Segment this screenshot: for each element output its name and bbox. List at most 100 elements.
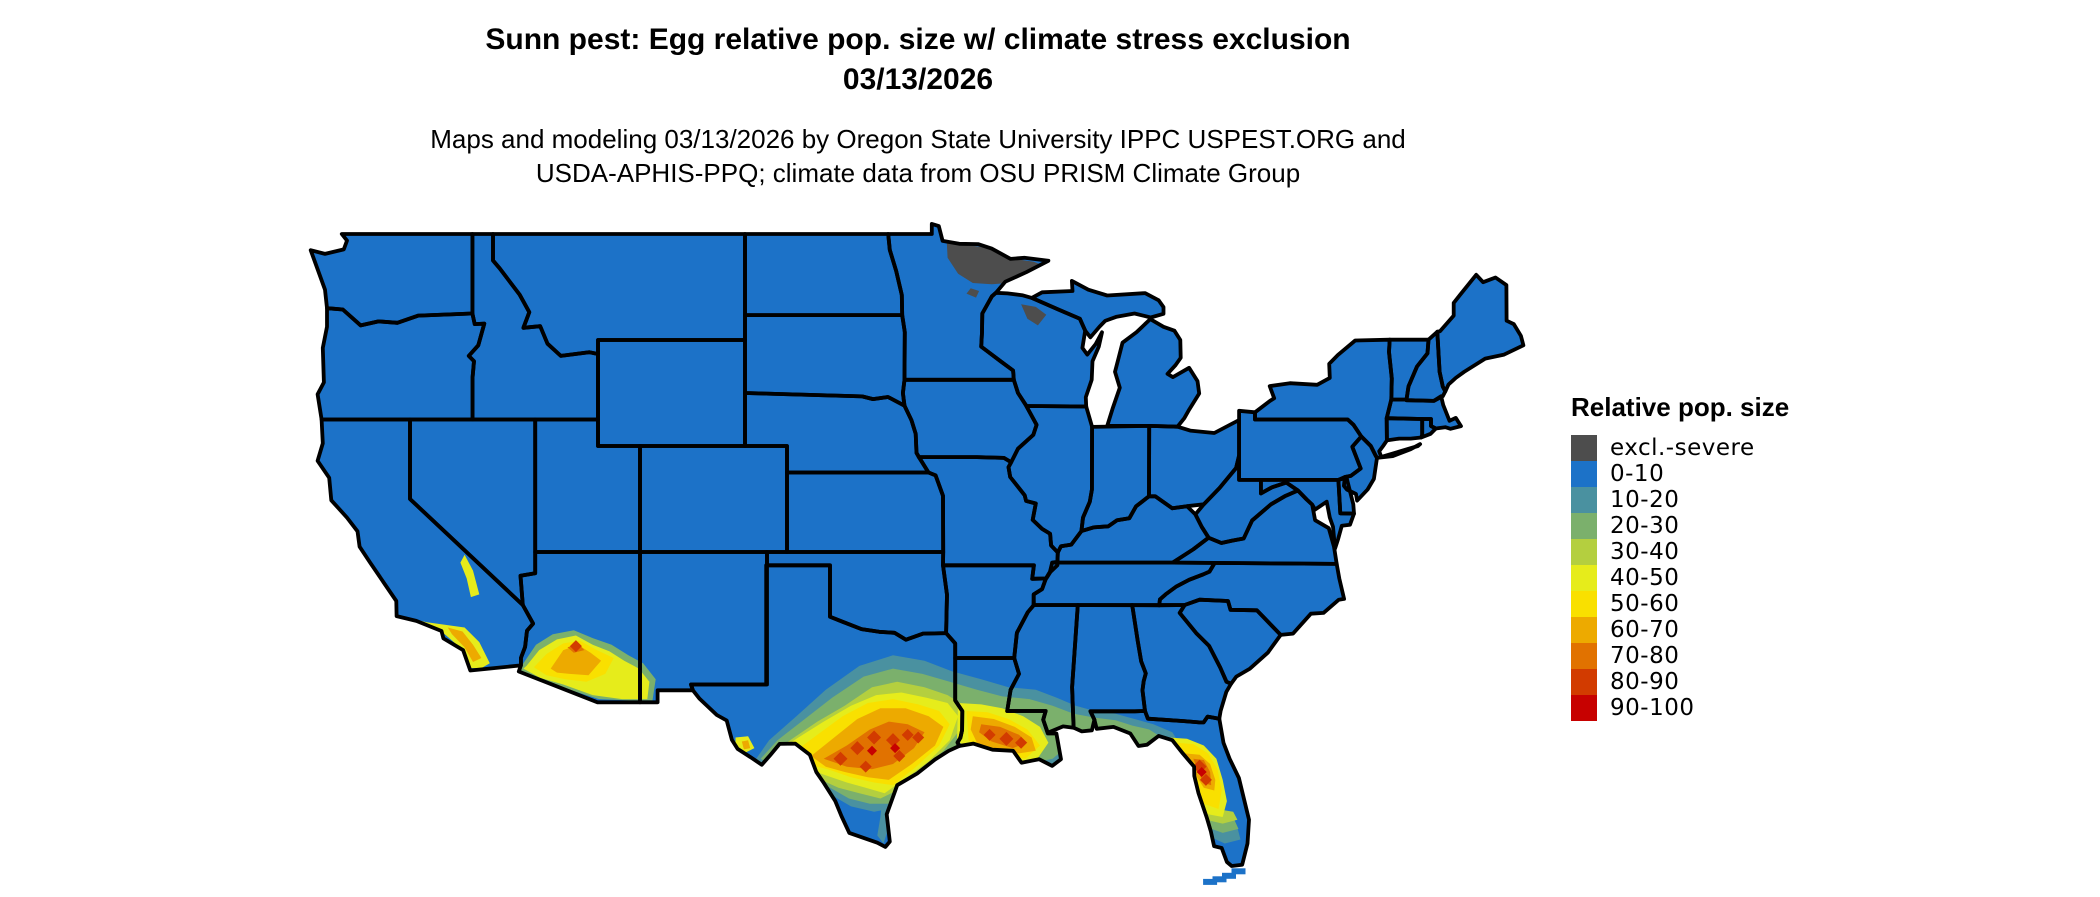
state-fill-ny [1255, 339, 1421, 458]
florida-keys [1203, 878, 1218, 885]
legend-row-80-90: 80-90 [1571, 669, 1789, 695]
legend-row-50-60: 50-60 [1571, 591, 1789, 617]
state-fill-ct [1386, 418, 1423, 441]
map-legend: Relative pop. size excl.-severe 0-10 10-20… [1571, 392, 1789, 721]
state-borders [308, 222, 1526, 868]
legend-row-40-50: 40-50 [1571, 565, 1789, 591]
state-fill-sd [745, 315, 905, 406]
state-fill-mo [918, 457, 1058, 579]
legend-label: 0-10 [1610, 461, 1665, 487]
state-fill-wi [981, 292, 1102, 407]
state-fill-or [317, 308, 485, 420]
state-fill-ne [745, 393, 929, 473]
legend-label: 50-60 [1610, 591, 1680, 617]
region-socal-orange [447, 627, 482, 662]
legend-label: 90-100 [1610, 695, 1695, 721]
legend-row-20-30: 20-30 [1571, 513, 1789, 539]
state-fill-il [1008, 406, 1093, 553]
hot-spot [859, 760, 872, 773]
figure-header: Sunn pest: Egg relative pop. size w/ cli… [0, 20, 1836, 190]
region-wisconsin-excl [1021, 304, 1047, 326]
hot-spot [1015, 736, 1028, 749]
state-fill-ga [1132, 605, 1232, 723]
hot-spot [850, 741, 865, 756]
region-minnesota-excl [946, 236, 1045, 285]
state-fill-ok [767, 552, 947, 640]
legend-swatch-10-20 [1571, 487, 1597, 513]
state-fill-nd [745, 234, 903, 316]
state-fill-in [1081, 425, 1150, 532]
state-fill-fl [1090, 711, 1249, 866]
legend-row-0-10: 0-10 [1571, 461, 1789, 487]
legend-label: 70-80 [1610, 643, 1680, 669]
figure-subtitle: Maps and modeling 03/13/2026 by Oregon S… [0, 122, 1836, 190]
legend-label: 40-50 [1610, 565, 1680, 591]
state-fill-ri [1421, 419, 1436, 438]
legend-label: 60-70 [1610, 617, 1680, 643]
region-az-orange [550, 644, 602, 676]
state-fill-id [468, 234, 598, 420]
state-fill-md [1260, 479, 1354, 549]
hot-spot [1199, 773, 1212, 786]
subtitle-line1: Maps and modeling 03/13/2026 by Oregon S… [430, 124, 1406, 154]
legend-row-90-100: 90-100 [1571, 695, 1789, 721]
state-border-wv [1193, 453, 1300, 545]
state-fill-wy [598, 340, 745, 446]
hot-spot [867, 745, 877, 756]
region-owens-valley-yellow [460, 554, 480, 598]
state-border-ms [1005, 603, 1080, 735]
legend-swatch-excl.-severe [1571, 435, 1597, 461]
state-fill-co [640, 446, 787, 552]
legend-label: 80-90 [1610, 669, 1680, 695]
state-fill-ky [1052, 496, 1209, 563]
hot-spot [912, 731, 925, 744]
legend-swatch-80-90 [1571, 669, 1597, 695]
legend-label: 30-40 [1610, 539, 1680, 565]
legend-row-30-40: 30-40 [1571, 539, 1789, 565]
florida-keys [1231, 868, 1246, 875]
hot-spot [886, 733, 900, 748]
legend-label: excl.-severe [1610, 435, 1755, 461]
state-border-tx [689, 563, 965, 849]
hot-spot [569, 640, 582, 653]
hot-spot [901, 728, 914, 741]
legend-row-10-20: 10-20 [1571, 487, 1789, 513]
florida-keys [1222, 872, 1236, 879]
legend-swatch-20-30 [1571, 513, 1597, 539]
state-fill-oh [1149, 420, 1240, 509]
legend-label: 20-30 [1610, 513, 1680, 539]
region-minnesota-excl-2 [966, 288, 980, 298]
state-fill-ar [943, 565, 1046, 658]
hot-spot [999, 731, 1014, 746]
state-fill-ks [787, 472, 944, 552]
legend-title: Relative pop. size [1571, 392, 1790, 422]
state-fill-mt [493, 234, 745, 356]
state-fill-mi [1107, 319, 1200, 427]
state-border-ri [1419, 417, 1438, 440]
legend-swatch-60-70 [1571, 617, 1597, 643]
state-fill-nh [1406, 331, 1446, 401]
state-fill-wv [1195, 455, 1298, 543]
hot-spot [833, 751, 848, 766]
state-border-fl [1088, 709, 1251, 868]
state-fill-vt [1389, 339, 1429, 400]
state-border-nj [1342, 434, 1379, 503]
hot-spot [890, 743, 901, 754]
state-fill-me [1437, 274, 1524, 392]
state-fill-wa [310, 234, 473, 326]
states-fill [310, 223, 1524, 866]
legend-swatch-70-80 [1571, 643, 1597, 669]
state-border-az [516, 550, 642, 705]
state-fill-tn [1033, 562, 1215, 606]
state-border-me [1435, 272, 1526, 394]
figure-title-line2: 03/13/2026 [842, 63, 994, 96]
hot-spot [983, 728, 996, 741]
legend-swatch-50-60 [1571, 591, 1597, 617]
state-fill-nv [410, 419, 536, 605]
state-fill-va [1172, 490, 1337, 564]
legend-swatch-90-100 [1571, 695, 1597, 721]
state-fill-ia [902, 379, 1037, 463]
